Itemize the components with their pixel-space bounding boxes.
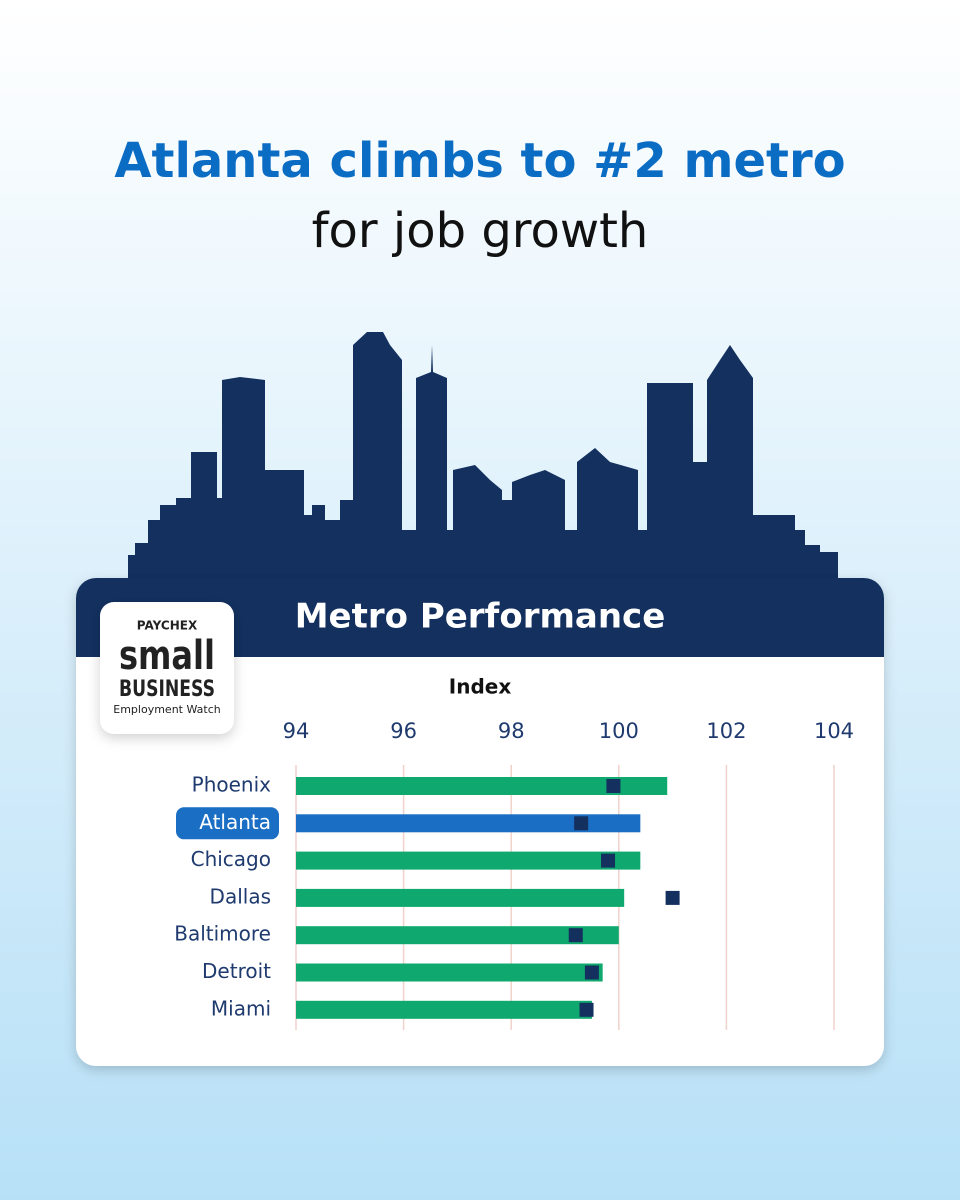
skyline	[128, 332, 838, 580]
marker	[568, 928, 583, 943]
bar	[296, 851, 641, 870]
marker	[579, 1002, 594, 1017]
category-label: Phoenix	[192, 773, 272, 797]
bar	[296, 963, 603, 982]
logo-line2: BUSINESS	[119, 677, 215, 702]
logo-line3: Employment Watch	[113, 703, 220, 716]
logo	[100, 602, 234, 734]
x-tick-label: 94	[283, 719, 310, 743]
x-tick-label: 102	[706, 719, 746, 743]
logo-brand: PAYCHEX	[137, 619, 198, 633]
bar	[296, 888, 625, 907]
chart-title: Metro Performance	[295, 597, 666, 637]
bar	[296, 814, 641, 833]
x-tick-label: 100	[599, 719, 639, 743]
bar	[296, 1000, 592, 1019]
category-label: Baltimore	[174, 922, 271, 946]
category-label: Dallas	[210, 884, 271, 908]
bar	[296, 926, 619, 945]
subheadline: for job growth	[312, 203, 649, 259]
category-label: Miami	[211, 996, 271, 1020]
logo-line1: small	[119, 633, 215, 679]
category-label: Detroit	[202, 959, 271, 983]
bar	[296, 777, 668, 795]
card-header	[76, 578, 884, 657]
category-label: Chicago	[191, 847, 271, 871]
marker	[584, 965, 599, 980]
axis-label: Index	[449, 675, 512, 699]
marker	[665, 890, 680, 905]
headline: Atlanta climbs to #2 metro	[114, 133, 845, 189]
marker	[606, 779, 621, 793]
highlight-pill	[176, 807, 279, 840]
x-tick-label: 98	[498, 719, 525, 743]
x-tick-label: 104	[814, 719, 854, 743]
x-tick-label: 96	[390, 719, 417, 743]
marker	[601, 853, 616, 868]
category-label: Atlanta	[199, 810, 271, 834]
marker	[574, 816, 589, 831]
